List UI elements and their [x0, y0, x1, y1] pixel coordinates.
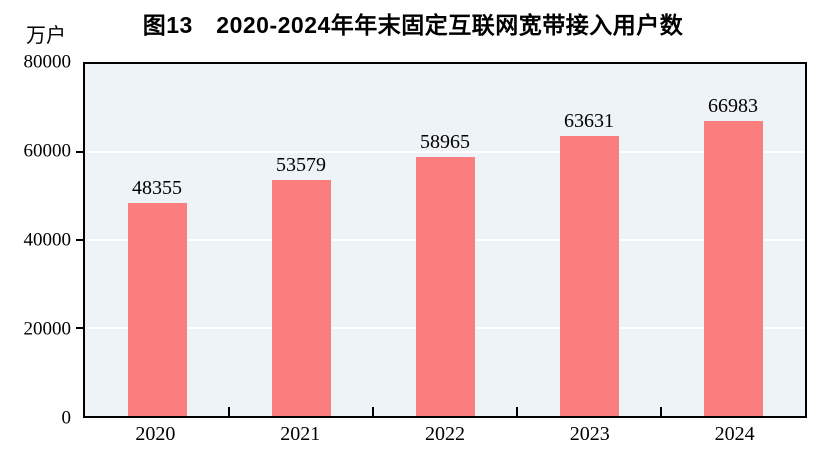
y-tick-label: 80000: [23, 51, 72, 73]
chart-title: 图13 2020-2024年年末固定互联网宽带接入用户数: [142, 12, 684, 38]
bar-2020: [127, 203, 187, 416]
bar-2022: [415, 156, 475, 416]
bar-value-label: 58965: [420, 130, 470, 153]
x-axis: 2020 2021 2022 2023 2024: [83, 424, 807, 454]
bar-2021: [271, 180, 331, 416]
y-axis-tick: [76, 327, 85, 329]
x-tick-label: 2023: [569, 423, 610, 445]
bar-2023: [559, 136, 619, 416]
x-tick-label: 2020: [135, 423, 176, 445]
x-axis-tick: [516, 407, 518, 416]
y-axis-unit-label: 万户: [26, 25, 66, 47]
gridline: [85, 151, 805, 153]
bar-value-label: 63631: [564, 110, 614, 133]
y-tick-label: 60000: [23, 140, 72, 162]
y-tick-label: 40000: [23, 229, 72, 251]
x-tick-label: 2024: [714, 423, 755, 445]
bar-value-label: 66983: [708, 95, 758, 118]
bar-2024: [703, 121, 763, 416]
bar-value-label: 48355: [132, 177, 182, 200]
bar-value-label: 53579: [276, 154, 326, 177]
y-axis-tick: [76, 239, 85, 241]
x-axis-tick: [372, 407, 374, 416]
y-axis: 0 20000 40000 60000 80000: [0, 53, 72, 428]
x-axis-tick: [228, 407, 230, 416]
x-tick-label: 2022: [425, 423, 465, 445]
x-tick-label: 2021: [280, 423, 321, 445]
y-axis-tick: [76, 151, 85, 153]
x-axis-tick: [660, 407, 662, 416]
y-tick-label: 20000: [23, 318, 72, 340]
y-tick-label: 0: [61, 407, 72, 429]
plot-area: 48355 53579 58965 63631 66983: [76, 62, 807, 418]
